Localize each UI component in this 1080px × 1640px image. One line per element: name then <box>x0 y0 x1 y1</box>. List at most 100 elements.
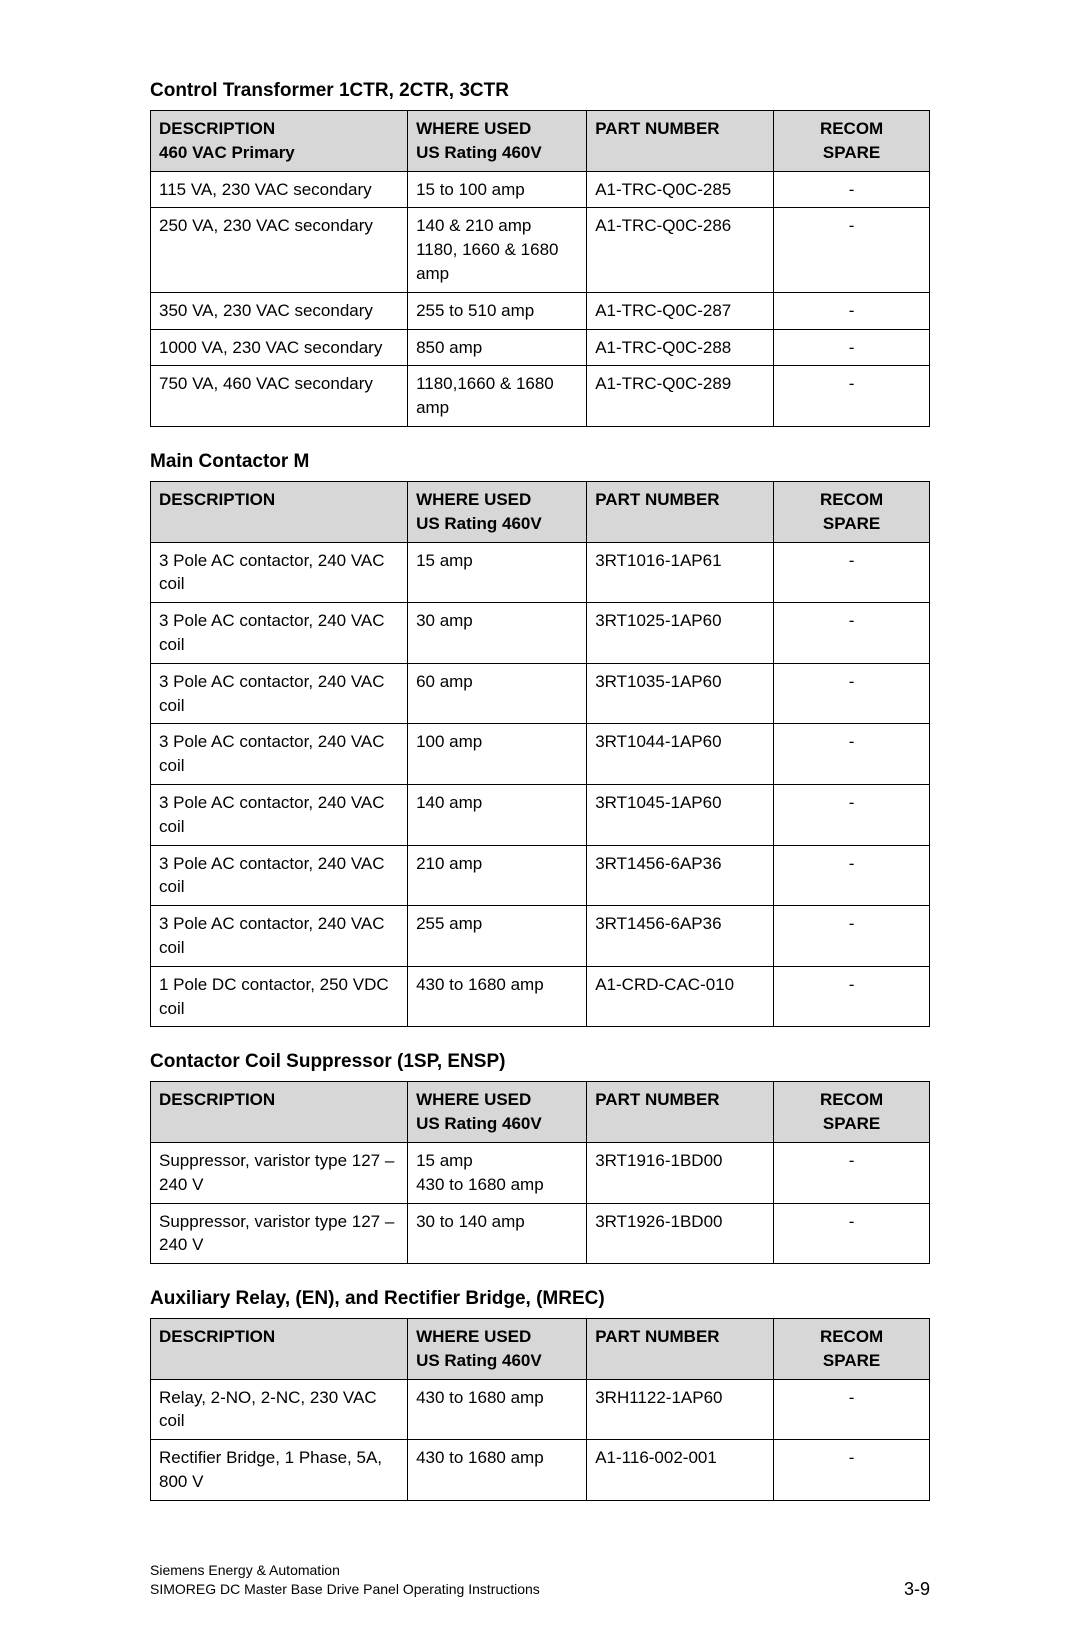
cell-description: 3 Pole AC contactor, 240 VAC coil <box>151 603 408 664</box>
table-row: 115 VA, 230 VAC secondary15 to 100 ampA1… <box>151 171 930 208</box>
header-where-used: WHERE USED US Rating 460V <box>408 1319 587 1380</box>
table-aux-relay: DESCRIPTION WHERE USED US Rating 460V PA… <box>150 1318 930 1501</box>
cell-description: Suppressor, varistor type 127 – 240 V <box>151 1203 408 1264</box>
cell-where-used: 1180,1660 & 1680 amp <box>408 366 587 427</box>
cell-where-used: 60 amp <box>408 663 587 724</box>
table-row: 1 Pole DC contactor, 250 VDC coil430 to … <box>151 966 930 1027</box>
header-text: DESCRIPTION <box>159 1090 275 1109</box>
footer-left: Siemens Energy & Automation SIMOREG DC M… <box>150 1561 540 1600</box>
footer-page-number: 3-9 <box>904 1579 930 1600</box>
table-main-contactor: DESCRIPTION WHERE USED US Rating 460V PA… <box>150 481 930 1027</box>
table-row: 3 Pole AC contactor, 240 VAC coil30 amp3… <box>151 603 930 664</box>
cell-where-used: 30 amp <box>408 603 587 664</box>
table-row: 750 VA, 460 VAC secondary1180,1660 & 168… <box>151 366 930 427</box>
header-recom-spare: RECOM SPARE <box>774 1319 930 1380</box>
cell-recom-spare: - <box>774 845 930 906</box>
table-row: 350 VA, 230 VAC secondary255 to 510 ampA… <box>151 292 930 329</box>
header-where-used: WHERE USED US Rating 460V <box>408 481 587 542</box>
table-body: Suppressor, varistor type 127 – 240 V15 … <box>151 1142 930 1263</box>
header-text: RECOM <box>820 119 883 138</box>
header-text: DESCRIPTION <box>159 1327 275 1346</box>
table-body: 3 Pole AC contactor, 240 VAC coil15 amp3… <box>151 542 930 1027</box>
cell-part-number: 3RH1122-1AP60 <box>587 1379 774 1440</box>
section-title: Main Contactor M <box>150 451 930 473</box>
header-text: RECOM <box>820 1327 883 1346</box>
footer-doc-title: SIMOREG DC Master Base Drive Panel Opera… <box>150 1580 540 1600</box>
cell-where-used: 140 amp <box>408 784 587 845</box>
header-sub: US Rating 460V <box>416 1349 578 1373</box>
cell-part-number: 3RT1025-1AP60 <box>587 603 774 664</box>
table-header-row: DESCRIPTION WHERE USED US Rating 460V PA… <box>151 1082 930 1143</box>
cell-description: Suppressor, varistor type 127 – 240 V <box>151 1142 408 1203</box>
header-text: DESCRIPTION <box>159 490 275 509</box>
cell-where-used: 430 to 1680 amp <box>408 1379 587 1440</box>
cell-recom-spare: - <box>774 366 930 427</box>
header-part-number: PART NUMBER <box>587 111 774 172</box>
cell-where-used: 30 to 140 amp <box>408 1203 587 1264</box>
cell-where-used: 15 to 100 amp <box>408 171 587 208</box>
cell-recom-spare: - <box>774 603 930 664</box>
header-description: DESCRIPTION 460 VAC Primary <box>151 111 408 172</box>
cell-part-number: 3RT1916-1BD00 <box>587 1142 774 1203</box>
table-control-transformer: DESCRIPTION 460 VAC Primary WHERE USED U… <box>150 110 930 427</box>
page: Control Transformer 1CTR, 2CTR, 3CTR DES… <box>0 0 1080 1640</box>
cell-recom-spare: - <box>774 171 930 208</box>
table-suppressor: DESCRIPTION WHERE USED US Rating 460V PA… <box>150 1081 930 1264</box>
header-recom-spare: RECOM SPARE <box>774 1082 930 1143</box>
cell-recom-spare: - <box>774 1142 930 1203</box>
cell-description: 3 Pole AC contactor, 240 VAC coil <box>151 542 408 603</box>
cell-recom-spare: - <box>774 542 930 603</box>
table-row: Relay, 2-NO, 2-NC, 230 VAC coil430 to 16… <box>151 1379 930 1440</box>
cell-where-used: 430 to 1680 amp <box>408 966 587 1027</box>
cell-part-number: A1-TRC-Q0C-285 <box>587 171 774 208</box>
header-part-number: PART NUMBER <box>587 1319 774 1380</box>
table-row: 3 Pole AC contactor, 240 VAC coil140 amp… <box>151 784 930 845</box>
table-row: Suppressor, varistor type 127 – 240 V30 … <box>151 1203 930 1264</box>
cell-part-number: 3RT1035-1AP60 <box>587 663 774 724</box>
header-text: DESCRIPTION <box>159 119 275 138</box>
header-text: RECOM <box>820 490 883 509</box>
page-footer: Siemens Energy & Automation SIMOREG DC M… <box>150 1561 930 1600</box>
section-title: Auxiliary Relay, (EN), and Rectifier Bri… <box>150 1288 930 1310</box>
cell-where-used: 255 to 510 amp <box>408 292 587 329</box>
header-sub: SPARE <box>782 1112 921 1136</box>
cell-part-number: A1-TRC-Q0C-286 <box>587 208 774 292</box>
table-header-row: DESCRIPTION 460 VAC Primary WHERE USED U… <box>151 111 930 172</box>
section-title: Contactor Coil Suppressor (1SP, ENSP) <box>150 1051 930 1073</box>
header-description: DESCRIPTION <box>151 1082 408 1143</box>
table-row: 250 VA, 230 VAC secondary140 & 210 amp11… <box>151 208 930 292</box>
header-text: WHERE USED <box>416 119 531 138</box>
cell-description: Rectifier Bridge, 1 Phase, 5A, 800 V <box>151 1440 408 1501</box>
cell-part-number: A1-TRC-Q0C-289 <box>587 366 774 427</box>
cell-part-number: A1-TRC-Q0C-288 <box>587 329 774 366</box>
cell-where-used: 140 & 210 amp1180, 1660 & 1680 amp <box>408 208 587 292</box>
header-part-number: PART NUMBER <box>587 481 774 542</box>
section-title: Control Transformer 1CTR, 2CTR, 3CTR <box>150 80 930 102</box>
cell-recom-spare: - <box>774 1379 930 1440</box>
cell-where-used: 100 amp <box>408 724 587 785</box>
header-recom-spare: RECOM SPARE <box>774 111 930 172</box>
header-sub: US Rating 460V <box>416 1112 578 1136</box>
cell-recom-spare: - <box>774 784 930 845</box>
header-sub: US Rating 460V <box>416 141 578 165</box>
cell-part-number: A1-116-002-001 <box>587 1440 774 1501</box>
cell-where-used: 15 amp <box>408 542 587 603</box>
header-text: WHERE USED <box>416 1090 531 1109</box>
table-row: 3 Pole AC contactor, 240 VAC coil210 amp… <box>151 845 930 906</box>
cell-description: 1 Pole DC contactor, 250 VDC coil <box>151 966 408 1027</box>
cell-where-used: 430 to 1680 amp <box>408 1440 587 1501</box>
table-header-row: DESCRIPTION WHERE USED US Rating 460V PA… <box>151 1319 930 1380</box>
cell-recom-spare: - <box>774 663 930 724</box>
cell-part-number: 3RT1926-1BD00 <box>587 1203 774 1264</box>
table-header-row: DESCRIPTION WHERE USED US Rating 460V PA… <box>151 481 930 542</box>
table-row: 3 Pole AC contactor, 240 VAC coil60 amp3… <box>151 663 930 724</box>
footer-company: Siemens Energy & Automation <box>150 1561 540 1581</box>
cell-part-number: 3RT1456-6AP36 <box>587 845 774 906</box>
cell-recom-spare: - <box>774 966 930 1027</box>
cell-where-used: 15 amp430 to 1680 amp <box>408 1142 587 1203</box>
cell-part-number: 3RT1044-1AP60 <box>587 724 774 785</box>
header-recom-spare: RECOM SPARE <box>774 481 930 542</box>
cell-description: 1000 VA, 230 VAC secondary <box>151 329 408 366</box>
cell-where-used: 255 amp <box>408 906 587 967</box>
table-row: 1000 VA, 230 VAC secondary850 ampA1-TRC-… <box>151 329 930 366</box>
